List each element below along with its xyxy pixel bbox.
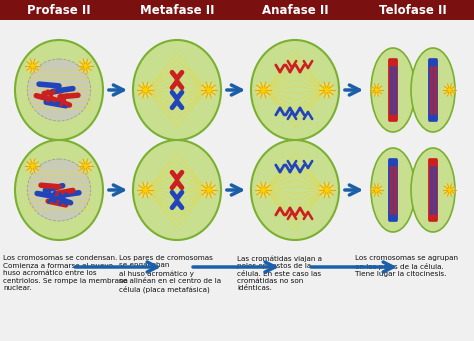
Ellipse shape	[133, 140, 221, 240]
Circle shape	[50, 95, 52, 97]
Ellipse shape	[201, 182, 217, 198]
Circle shape	[176, 179, 178, 181]
Bar	[0, 0, 474, 20]
Ellipse shape	[27, 159, 91, 221]
Circle shape	[206, 187, 212, 193]
Ellipse shape	[137, 182, 153, 198]
Text: Metafase II: Metafase II	[140, 3, 214, 16]
Circle shape	[82, 163, 88, 169]
Ellipse shape	[370, 184, 383, 196]
Ellipse shape	[251, 140, 339, 240]
Circle shape	[324, 187, 330, 193]
Circle shape	[260, 87, 266, 93]
Circle shape	[176, 199, 178, 201]
Text: Anafase II: Anafase II	[262, 3, 328, 16]
Ellipse shape	[370, 84, 383, 96]
Ellipse shape	[26, 59, 40, 73]
Circle shape	[30, 163, 36, 169]
Ellipse shape	[411, 148, 455, 232]
Circle shape	[176, 79, 178, 81]
Ellipse shape	[371, 148, 415, 232]
Ellipse shape	[411, 48, 455, 132]
Ellipse shape	[137, 82, 153, 98]
Text: Los cromosomas se condensan.
Comienza a formarse el nuevo
huso acromático entre : Los cromosomas se condensan. Comienza a …	[3, 255, 128, 291]
Circle shape	[142, 187, 148, 193]
Ellipse shape	[371, 48, 415, 132]
Text: Los cromosomas se agrupan
en los polos de la célula.
Tiene lugar la citocinesis.: Los cromosomas se agrupan en los polos d…	[355, 255, 458, 277]
Circle shape	[374, 188, 379, 192]
Ellipse shape	[78, 59, 92, 73]
Ellipse shape	[319, 182, 335, 198]
Text: Las cromátidas viajan a
polos opuestos de la
célula. En este caso las
cromátidas: Las cromátidas viajan a polos opuestos d…	[237, 255, 322, 292]
Circle shape	[176, 99, 178, 101]
Ellipse shape	[319, 82, 335, 98]
Circle shape	[82, 63, 88, 69]
Ellipse shape	[201, 82, 217, 98]
Ellipse shape	[133, 40, 221, 140]
Text: Los pares de cromosomas
se enganchan
al huso acromático y
se alinéan en el centr: Los pares de cromosomas se enganchan al …	[119, 255, 221, 294]
Circle shape	[206, 87, 212, 93]
Ellipse shape	[15, 40, 103, 140]
Ellipse shape	[251, 40, 339, 140]
Ellipse shape	[78, 159, 92, 173]
Circle shape	[142, 87, 148, 93]
Ellipse shape	[15, 140, 103, 240]
Circle shape	[30, 63, 36, 69]
Circle shape	[260, 187, 266, 193]
Circle shape	[64, 99, 65, 101]
Ellipse shape	[26, 159, 40, 173]
Circle shape	[447, 188, 452, 192]
Ellipse shape	[443, 84, 456, 96]
Circle shape	[62, 198, 64, 200]
Ellipse shape	[255, 182, 271, 198]
Text: Profase II: Profase II	[27, 3, 91, 16]
Ellipse shape	[443, 184, 456, 196]
Circle shape	[374, 88, 379, 92]
Text: Telofase II: Telofase II	[379, 3, 447, 16]
Circle shape	[324, 87, 330, 93]
Ellipse shape	[27, 59, 91, 121]
Ellipse shape	[255, 82, 271, 98]
Circle shape	[51, 196, 53, 198]
Circle shape	[447, 88, 452, 92]
